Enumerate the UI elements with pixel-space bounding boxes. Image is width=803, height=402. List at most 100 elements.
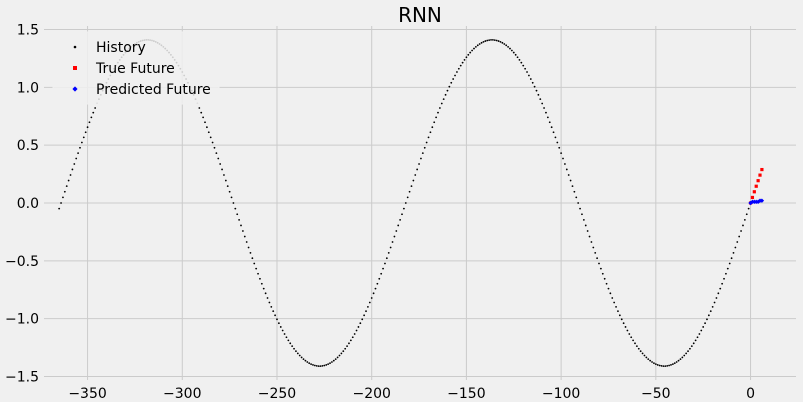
- history-point: [607, 287, 610, 290]
- history-point: [272, 310, 275, 313]
- history-point: [279, 326, 282, 328]
- legend-box: [52, 31, 220, 105]
- history-point: [213, 146, 216, 149]
- history-point: [450, 81, 453, 84]
- history-point: [198, 107, 201, 109]
- history-point: [493, 39, 496, 42]
- history-point: [635, 345, 638, 348]
- history-point: [643, 354, 646, 357]
- y-axis-ticks: 1.5 1.0 0.5 0.0 −0.5 −1.0 −1.5: [5, 22, 39, 385]
- history-point: [317, 365, 320, 367]
- history-point: [512, 51, 515, 54]
- legend: History True Future Predicted Future: [52, 31, 220, 105]
- history-point: [645, 356, 648, 359]
- history-point: [423, 146, 426, 149]
- history-point: [387, 251, 390, 254]
- legend-label: History: [96, 40, 146, 56]
- history-point: [223, 174, 225, 176]
- history-point: [482, 40, 485, 43]
- history-point: [444, 93, 447, 96]
- history-point: [262, 287, 265, 290]
- y-tick-label: −0.5: [5, 254, 39, 270]
- history-point: [562, 157, 564, 160]
- history-point: [651, 361, 653, 363]
- x-tick-label: −300: [163, 386, 201, 402]
- history-point: [385, 257, 388, 260]
- history-point: [641, 352, 644, 355]
- predicted-future-point: [755, 199, 761, 205]
- history-point: [689, 347, 691, 350]
- history-point: [626, 329, 629, 332]
- history-point: [543, 107, 545, 109]
- history-point: [490, 39, 492, 41]
- history-point: [613, 301, 616, 304]
- history-point: [206, 126, 208, 129]
- history-point: [60, 202, 62, 204]
- history-point: [728, 262, 731, 265]
- history-point: [545, 111, 547, 114]
- history-point: [546, 116, 549, 119]
- history-point: [334, 358, 337, 361]
- history-point: [707, 314, 710, 317]
- x-tick-label: −200: [352, 386, 390, 402]
- history-point: [94, 107, 97, 109]
- history-point: [469, 51, 472, 54]
- history-point: [687, 350, 689, 353]
- history-point: [298, 354, 301, 357]
- history-point: [615, 305, 617, 308]
- history-point: [738, 235, 741, 238]
- history-point: [240, 224, 242, 227]
- history-point: [329, 362, 331, 365]
- history-point: [270, 305, 273, 308]
- history-point: [639, 350, 642, 353]
- history-point: [312, 364, 314, 366]
- history-point: [440, 102, 443, 105]
- legend-label: Predicted Future: [96, 82, 211, 98]
- history-point: [302, 358, 305, 361]
- history-point: [204, 121, 206, 124]
- history-point: [274, 314, 276, 317]
- history-point: [446, 89, 449, 92]
- history-point: [700, 329, 703, 332]
- history-point: [730, 257, 733, 260]
- history-point: [514, 53, 517, 56]
- history-point: [569, 179, 572, 182]
- history-point: [668, 364, 670, 367]
- predicted-future-point: [748, 200, 753, 206]
- history-point: [384, 262, 386, 265]
- history-point: [594, 251, 597, 254]
- history-point: [361, 318, 364, 321]
- history-point: [510, 49, 513, 52]
- history-point: [238, 218, 241, 221]
- y-tick-label: 1.0: [17, 80, 39, 96]
- history-point: [257, 272, 259, 275]
- history-point: [402, 207, 405, 210]
- history-point: [245, 241, 248, 243]
- history-point: [259, 277, 261, 280]
- history-point: [478, 43, 481, 45]
- history-point: [726, 267, 729, 270]
- x-axis-ticks: −350 −300 −250 −200 −150 −100 −50 0: [68, 386, 755, 402]
- history-point: [660, 364, 663, 367]
- history-point: [63, 190, 66, 193]
- history-point: [414, 174, 417, 176]
- history-point: [215, 152, 218, 155]
- history-point: [399, 218, 402, 221]
- history-point: [232, 202, 235, 204]
- history-point: [209, 136, 212, 139]
- history-point: [84, 131, 87, 134]
- history-point: [351, 336, 354, 339]
- history-point: [654, 363, 657, 366]
- history-point: [226, 185, 229, 188]
- history-point: [599, 267, 602, 270]
- history-point: [590, 241, 593, 243]
- history-point: [291, 345, 294, 348]
- legend-label: True Future: [95, 61, 175, 77]
- history-point: [234, 207, 237, 210]
- true-future-point: [750, 195, 755, 200]
- history-point: [603, 277, 606, 280]
- history-point: [552, 131, 555, 134]
- history-point: [376, 282, 379, 285]
- history-point: [683, 354, 686, 357]
- history-point: [219, 163, 222, 165]
